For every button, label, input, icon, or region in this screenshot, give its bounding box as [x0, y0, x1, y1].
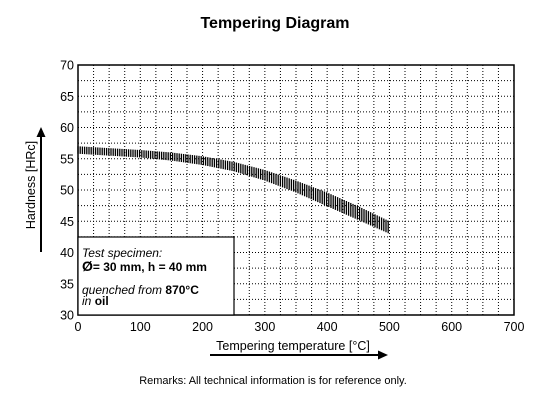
- y-axis-label: Hardness [HRc]: [24, 141, 38, 229]
- y-tick-label: 60: [60, 121, 74, 135]
- chart-title: Tempering Diagram: [200, 15, 349, 32]
- note-medium: oil: [95, 294, 109, 308]
- note-box: [77, 236, 235, 316]
- note-quenched-prefix: quenched from: [82, 283, 165, 297]
- note-line-3: quenched from 870°C: [82, 283, 199, 297]
- hardness-band: [77, 146, 389, 234]
- y-tick-label: 30: [60, 309, 74, 323]
- x-tick-label: 400: [317, 320, 338, 334]
- note-dimensions: = 30 mm, h = 40 mm: [93, 260, 207, 274]
- note-quench-temp: 870°C: [165, 283, 199, 297]
- x-tick-label: 700: [504, 320, 525, 334]
- y-axis-arrow: [36, 127, 46, 252]
- x-tick-label: 100: [130, 320, 151, 334]
- y-tick-label: 50: [60, 184, 74, 198]
- test-specimen-note: Test specimen: Ø= 30 mm, h = 40 mm quenc…: [77, 236, 235, 316]
- x-tick-label: 200: [192, 320, 213, 334]
- x-axis-arrow: [210, 350, 388, 360]
- y-axis-ticks: 30 35 40 45 50 55 60 65 70: [60, 59, 74, 323]
- note-line-1: Test specimen:: [82, 246, 162, 260]
- note-line-4: in oil: [82, 294, 109, 308]
- y-tick-label: 65: [60, 90, 74, 104]
- x-tick-label: 600: [441, 320, 462, 334]
- x-tick-label: 500: [379, 320, 400, 334]
- x-axis-ticks: 0 100 200 300 400 500 600 700: [75, 320, 525, 334]
- note-in-prefix: in: [82, 294, 95, 308]
- remarks-text: Remarks: All technical information is fo…: [139, 375, 407, 387]
- plot-frame: [77, 64, 515, 316]
- x-tick-label: 0: [75, 320, 82, 334]
- x-axis-label: Tempering temperature [°C]: [216, 339, 370, 353]
- y-tick-label: 55: [60, 152, 74, 166]
- y-tick-label: 40: [60, 246, 74, 260]
- y-tick-label: 35: [60, 277, 74, 291]
- x-tick-label: 300: [254, 320, 275, 334]
- diameter-symbol: Ø: [82, 258, 93, 274]
- y-tick-label: 70: [60, 59, 74, 73]
- note-line-2: Ø= 30 mm, h = 40 mm: [82, 258, 207, 274]
- y-tick-label: 45: [60, 215, 74, 229]
